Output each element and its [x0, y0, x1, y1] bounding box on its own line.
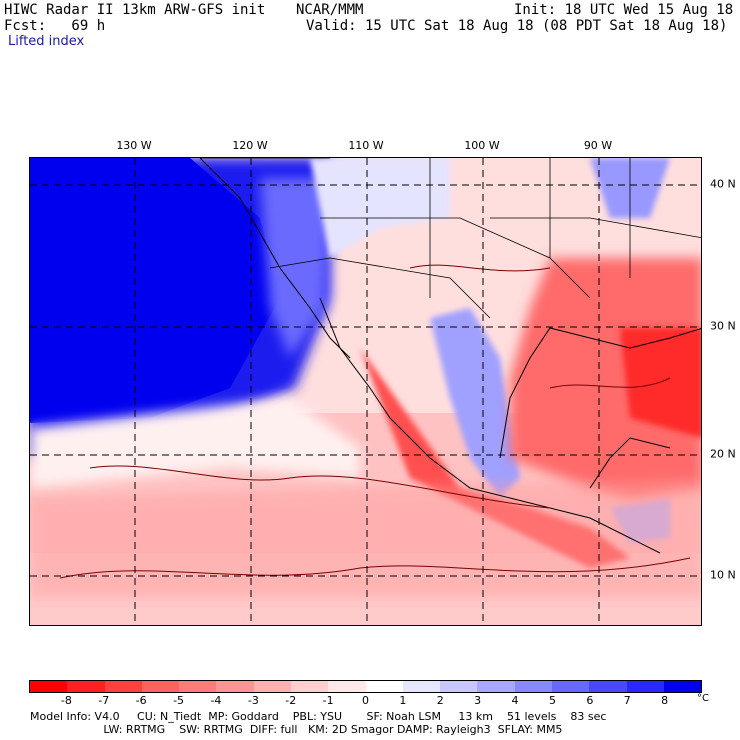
colorbar-tick-label: 6	[586, 694, 594, 707]
lon-label: 100 W	[464, 139, 500, 152]
colorbar-swatch	[663, 681, 702, 692]
lon-label: 120 W	[232, 139, 268, 152]
map-canvas	[30, 158, 701, 625]
mexican-plateau-blue	[430, 308, 520, 498]
lat-label: 30 N	[710, 319, 736, 333]
colorbar-swatch	[328, 681, 366, 692]
colorbar-swatch	[253, 681, 291, 692]
colorbar-tick-label: 5	[548, 694, 556, 707]
colorbar-tick-label: 0	[362, 694, 369, 707]
colorbar-tick-label: -8	[60, 694, 72, 707]
colorbar-swatch	[477, 681, 515, 692]
colorbar-swatch	[551, 681, 590, 692]
colorbar-tick-label: -2	[285, 694, 297, 707]
colorbar-tick-label: 7	[623, 694, 631, 707]
colorbar-swatch	[290, 681, 329, 692]
colorbar-tick-label: -6	[135, 694, 147, 707]
organization-label: NCAR/MMM	[296, 2, 364, 18]
model-title: HIWC Radar II 13km ARW-GFS init	[4, 2, 266, 18]
field-name: Lifted index	[8, 34, 85, 49]
colorbar-tick-label: 8	[661, 694, 669, 707]
gulf-unstable-air	[510, 258, 701, 498]
lon-label: 130 W	[116, 139, 152, 152]
colorbar-tick-label: -4	[210, 694, 222, 707]
coastal-blue	[260, 178, 330, 358]
lon-label: 90 W	[583, 139, 613, 152]
colorbar-tick-label: 2	[436, 694, 444, 707]
colorbar-swatch	[104, 681, 142, 692]
init-time: Init: 18 UTC Wed 15 Aug 18	[514, 2, 734, 18]
coastlines	[199, 158, 701, 554]
lat-label: 20 N	[710, 447, 736, 461]
graticule	[30, 158, 701, 625]
colorbar-swatch	[179, 681, 217, 692]
model-info-line2: LW: RRTMG SW: RRTMG DIFF: full KM: 2D Sm…	[30, 723, 563, 736]
colorbar	[29, 680, 702, 693]
interior-light-blue	[310, 158, 450, 258]
colorbar-tick-label: -3	[247, 694, 259, 707]
lifted-index-map	[29, 157, 702, 626]
contour-lines	[59, 264, 691, 579]
colorbar-swatch	[30, 681, 68, 692]
colorbar-tick-label: -1	[322, 694, 334, 707]
colorbar-swatch	[67, 681, 105, 692]
colorbar-swatch	[514, 681, 552, 692]
itcz-red	[30, 478, 701, 598]
colorbar-swatch	[365, 681, 403, 692]
lat-label: 10 N	[710, 568, 736, 582]
colorbar-tick-label: 4	[511, 694, 519, 707]
lon-label: 110 W	[348, 139, 384, 152]
colorbar-tick-label: -5	[173, 694, 185, 707]
colorbar-tick-label: -7	[98, 694, 110, 707]
colorbar-unit: °C	[697, 693, 709, 704]
colorbar-swatch	[440, 681, 478, 692]
colorbar-swatch	[626, 681, 664, 692]
colorbar-swatch	[141, 681, 180, 692]
valid-time: Valid: 15 UTC Sat 18 Aug 18 (08 PDT Sat …	[306, 18, 728, 34]
political-borders	[200, 158, 701, 319]
forecast-hour: Fcst: 69 h	[4, 18, 106, 34]
model-info-line1: Model Info: V4.0 CU: N_Tiedt MP: Goddard…	[30, 710, 607, 723]
gulf-red-core	[620, 328, 701, 438]
colorbar-swatch	[216, 681, 254, 692]
colorbar-swatch	[589, 681, 627, 692]
colorbar-tick-label: 3	[474, 694, 482, 707]
pacific-deep-blue	[30, 158, 280, 423]
colorbar-swatch	[402, 681, 441, 692]
lat-label: 40 N	[710, 177, 736, 191]
colorbar-tick-label: 1	[399, 694, 407, 707]
pale-band	[30, 398, 360, 488]
